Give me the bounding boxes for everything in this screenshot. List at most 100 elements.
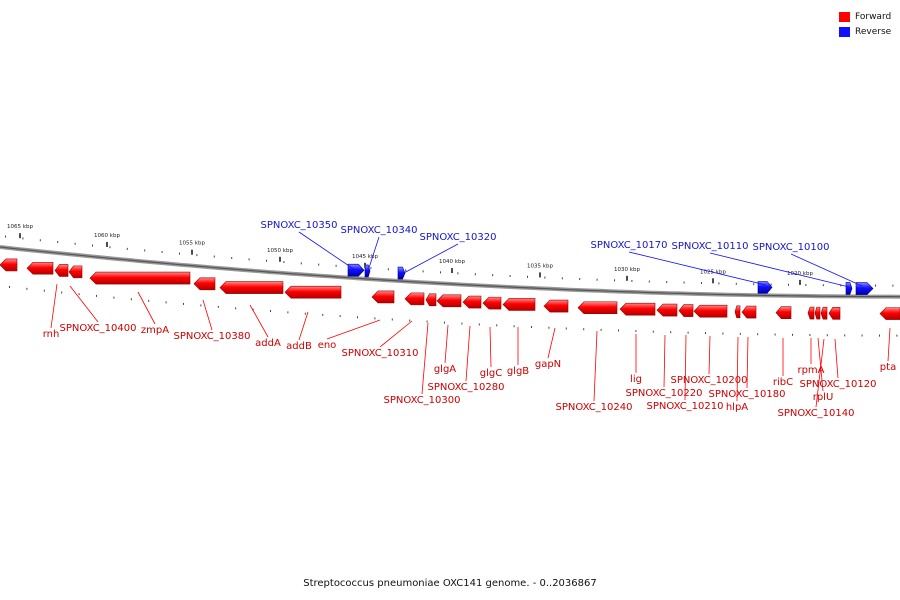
reverse-gene-arrow [397,266,406,280]
forward-gene-label: SPNOXC_10240 [555,330,633,413]
reverse-gene-arrow-shape [757,281,773,294]
scale-minor-tick [196,254,198,257]
scale-minor-tick [200,304,202,307]
forward-gene-arrow [193,277,216,291]
reverse-gene-name: SPNOXC_10340 [340,225,417,236]
forward-gene-name: SPNOXC_10300 [383,395,460,406]
forward-gene-arrow [814,306,821,320]
forward-gene-arrow-shape [404,292,425,306]
forward-gene-arrow [284,285,342,299]
scale-minor-tick [370,267,372,270]
forward-gene-arrow [693,304,728,318]
forward-gene-name: zmpA [141,325,169,336]
reverse-gene-label: SPNOXC_10340 [340,225,418,272]
scale-minor-tick [231,256,233,259]
forward-gene-arrow [502,298,536,311]
forward-gene-label: rplU [813,337,833,403]
scale-minor-tick [444,321,445,324]
scale-minor-tick [248,258,250,261]
scale-tick-label: 1055 kbp [179,241,205,247]
forward-gene-arrow-shape [425,293,437,307]
forward-gene-name: hlpA [726,402,748,413]
scale-minor-tick [670,331,672,334]
scale-minor-tick [809,334,811,337]
forward-gene-name: gapN [535,359,561,370]
forward-gene-label: zmpA [137,291,169,336]
reverse-gene-label: SPNOXC_10320 [401,232,497,275]
forward-gene-arrow [404,292,425,306]
scale-minor-tick [318,263,320,266]
forward-gene-name: SPNOXC_10400 [59,323,136,334]
forward-gene-name: glgB [507,366,529,377]
reverse-gene-arrow-shape [397,266,406,280]
forward-gene-arrow [879,307,900,320]
scale-minor-tick [426,320,428,323]
scale-minor-tick [213,255,215,258]
scale-minor-tick [474,273,476,276]
scale-minor-tick [648,280,650,283]
reverse-gene-name: SPNOXC_10320 [419,232,496,243]
forward-gene-label: SPNOXC_10220 [625,334,703,399]
scale-minor-tick [165,301,167,304]
scale-minor-tick [217,305,219,308]
forward-gene-name: rpmA [797,365,824,376]
scale-minor-tick [701,282,702,285]
forward-gene-arrow-shape [502,298,536,311]
forward-gene-label: SPNOXC_10310 [341,320,419,359]
forward-gene-label: ribC [773,338,793,388]
forward-gene-name: ribC [773,377,793,388]
scale-minor-tick [270,310,271,313]
scale-minor-tick [892,284,894,287]
scale-minor-tick [631,279,633,282]
scale-minor-tick [687,331,689,334]
forward-leader-line [887,327,891,362]
forward-leader-line [298,311,309,341]
forward-gene-name: SPNOXC_10210 [646,401,723,412]
scale-minor-tick [875,284,876,287]
scale-minor-tick [635,330,637,333]
forward-gene-name: SPNOXC_10380 [173,331,250,342]
forward-leader-line [663,334,666,388]
scale-minor-tick [78,293,80,296]
forward-leader-line [137,291,156,325]
scale-tick-label: 1020 kbp [787,271,813,277]
forward-gene-arrow-shape [543,299,569,313]
scale-minor-tick [792,333,793,336]
scale-minor-tick [57,241,59,244]
scale-minor-tick [666,281,668,284]
forward-gene-arrow [219,281,284,294]
forward-gene-label: SPNOXC_10210 [646,334,724,412]
scale-minor-tick [457,272,459,275]
reverse-gene-name: SPNOXC_10110 [671,241,748,252]
forward-leader-line [202,299,213,331]
forward-gene-label: hlpA [726,336,748,413]
forward-leader-line [736,336,739,402]
scale-minor-tick [339,315,341,318]
scale-minor-tick [109,246,111,249]
map-caption: Streptococcus pneumoniae OXC141 genome. … [303,578,597,589]
reverse-gene-arrow [757,281,773,294]
scale-minor-tick [544,276,546,279]
scale-minor-tick [879,334,880,337]
forward-gene-arrow-shape [219,281,284,294]
scale-minor-tick [179,252,180,255]
scale-minor-tick [861,334,863,337]
scale-minor-tick [735,282,737,285]
forward-gene-label: SPNOXC_10400 [59,285,137,334]
forward-gene-arrow-shape [462,295,482,309]
forward-leader-line [708,335,711,375]
forward-gene-label: glgA [434,324,456,375]
scale-minor-tick [322,313,324,316]
forward-gene-arrow-shape [68,265,83,279]
scale-minor-tick [335,264,337,267]
forward-gene-label: SPNOXC_10300 [383,322,461,406]
forward-gene-arrow [436,294,462,308]
forward-gene-name: addB [286,341,312,352]
forward-gene-arrow-shape [828,307,841,320]
forward-gene-arrow-shape [814,306,821,320]
forward-gene-name: SPNOXC_10120 [799,379,876,390]
forward-gene-label: eno [318,319,381,351]
reverse-gene-label: SPNOXC_10350 [260,220,359,273]
legend-reverse: Reverse [839,24,891,39]
scale-minor-tick [409,319,411,322]
